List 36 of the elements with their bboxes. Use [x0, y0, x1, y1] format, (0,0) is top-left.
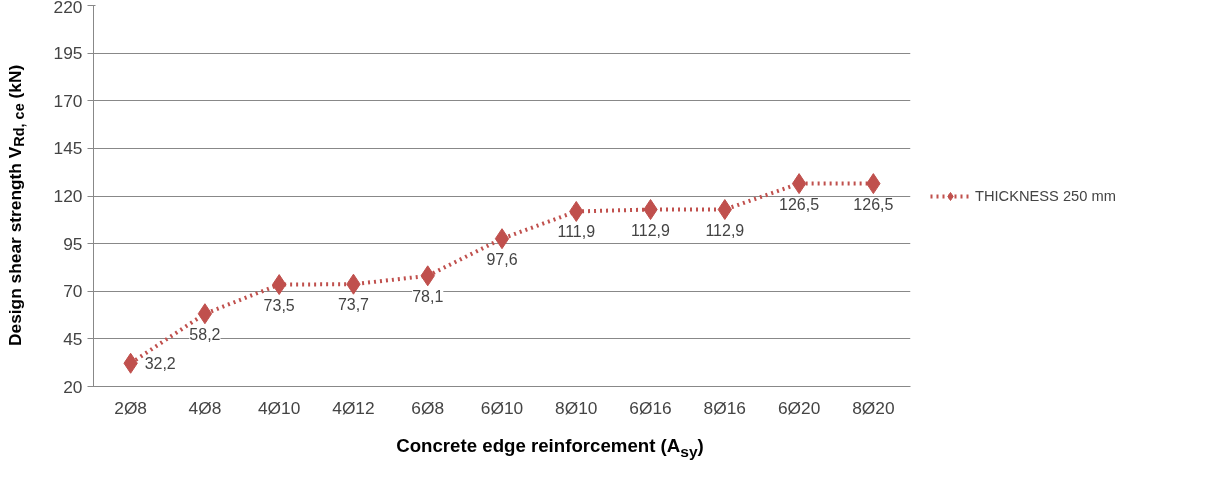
x-tick-label: 8Ø20 — [852, 397, 895, 418]
x-axis-title: Concrete edge reinforcement (A$_{sy}$) — [395, 435, 705, 461]
legend-label: THICKNESS 250 mm — [975, 187, 1116, 204]
x-tick-label: 6Ø20 — [777, 397, 821, 418]
y-tick-label: 145 — [53, 138, 83, 159]
y-tick-label: 95 — [63, 233, 83, 254]
y-tick-label: 45 — [63, 328, 83, 349]
y-tick-label: 70 — [63, 281, 83, 302]
data-label: 73,7 — [337, 296, 370, 314]
data-label: 78,1 — [412, 287, 444, 305]
x-tick-label: 2Ø8 — [114, 397, 148, 418]
data-label: 97,6 — [486, 250, 518, 268]
x-tick-label: 4Ø8 — [188, 397, 222, 418]
data-label: 32,2 — [144, 355, 176, 373]
data-label: 112,9 — [631, 221, 671, 239]
x-tick-label: 8Ø10 — [555, 397, 598, 418]
point — [791, 173, 807, 195]
data-label: 112,9 — [705, 221, 745, 239]
point — [494, 228, 510, 250]
x-tick-label: 6Ø16 — [629, 397, 672, 418]
y-tick-label: 20 — [63, 376, 83, 397]
data-label: 73,5 — [263, 296, 295, 314]
y-tick-label: 220 — [53, 0, 83, 17]
data-label: 126,5 — [853, 195, 894, 213]
x-tick-label: 6Ø8 — [411, 397, 445, 418]
x-tick-label: 4Ø12 — [332, 397, 375, 418]
y-tick-label: 195 — [53, 43, 83, 64]
x-tick-label: 4Ø10 — [257, 397, 301, 418]
data-label: 126,5 — [779, 195, 820, 213]
y-tick-label: 120 — [53, 186, 83, 206]
x-tick-label: 6Ø10 — [480, 397, 524, 418]
y-tick-label: 170 — [53, 90, 83, 111]
data-label: 111,9 — [557, 223, 596, 241]
point — [197, 303, 213, 325]
x-tick-label: 8Ø16 — [703, 397, 747, 418]
data-label: 58,2 — [189, 325, 221, 343]
